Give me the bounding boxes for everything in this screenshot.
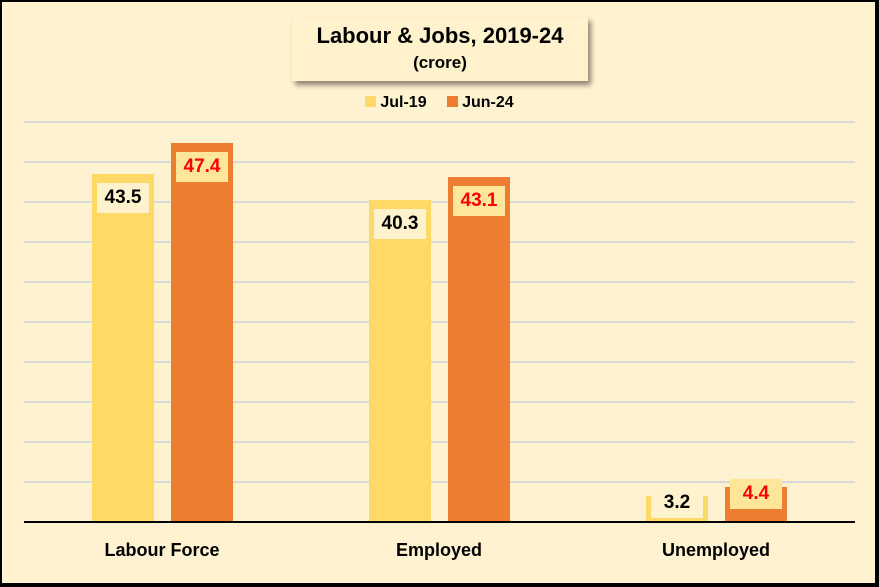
bar-jul19-0	[92, 174, 154, 522]
gridline	[24, 481, 855, 483]
legend-swatch-jul19	[365, 96, 377, 107]
chart-subtitle: (crore)	[413, 53, 467, 72]
gridline	[24, 201, 855, 203]
data-label: 43.5	[97, 183, 149, 213]
legend-item-jun24: Jun-24	[447, 94, 514, 112]
bar-jul19-1	[369, 199, 431, 522]
legend-item-jul19: Jul-19	[365, 94, 427, 112]
gridline	[24, 121, 855, 123]
x-axis-line	[24, 521, 855, 523]
category-label: Labour Force	[104, 540, 220, 560]
bar-jun24-0	[171, 142, 233, 522]
gridline	[24, 321, 855, 323]
legend-label: Jul-19	[380, 94, 427, 111]
data-label: 43.1	[453, 186, 505, 217]
legend-swatch-jun24	[447, 96, 459, 107]
bar-jun24-1	[448, 177, 510, 522]
gridline	[24, 441, 855, 443]
category-label: Employed	[395, 540, 483, 560]
data-label: 3.2	[651, 488, 703, 519]
data-label: 40.3	[374, 208, 426, 239]
chart-title: Labour & Jobs, 2019-24	[316, 23, 564, 48]
legend: Jul-19 Jun-24	[0, 94, 879, 112]
legend-label: Jun-24	[462, 94, 514, 111]
chart-title-box: Labour & Jobs, 2019-24 (crore)	[292, 17, 588, 81]
category-label: Unemployed	[661, 540, 771, 560]
data-label: 47.4	[176, 151, 228, 182]
gridline	[24, 241, 855, 243]
data-label: 4.4	[730, 478, 782, 509]
gridline	[24, 401, 855, 403]
gridline	[24, 361, 855, 363]
gridline	[24, 281, 855, 283]
gridline	[24, 161, 855, 163]
